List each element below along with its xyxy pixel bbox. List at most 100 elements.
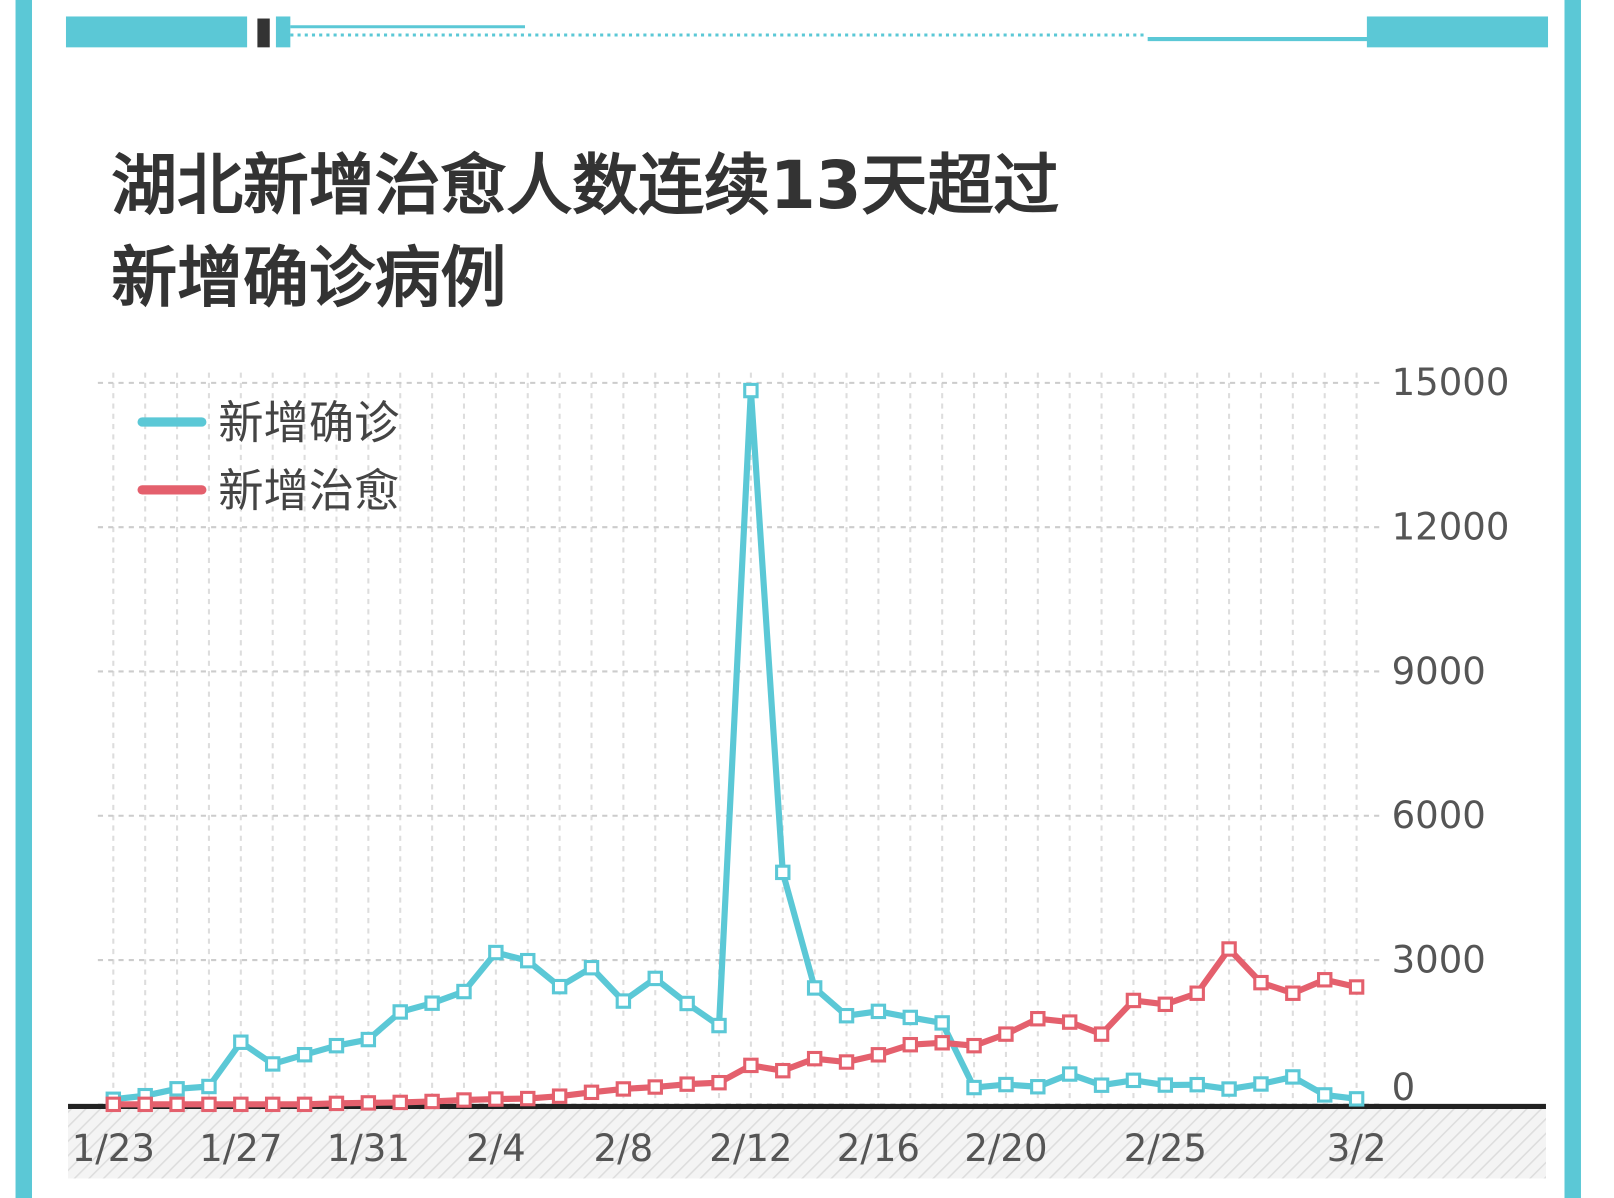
point-marker [264, 1096, 281, 1113]
point-marker [488, 944, 504, 961]
point-marker [615, 993, 632, 1009]
point-marker [1030, 1011, 1046, 1027]
point-marker [1093, 1026, 1110, 1042]
x-tick-label: 3/2 [1327, 1127, 1387, 1170]
point-marker [1093, 1077, 1110, 1093]
point-marker [392, 1094, 408, 1111]
point-marker [838, 1054, 855, 1070]
x-tick-label: 2/4 [466, 1127, 526, 1170]
point-marker [806, 980, 823, 996]
point-marker [711, 1074, 727, 1091]
point-marker [392, 1004, 408, 1020]
point-marker [456, 1092, 472, 1108]
frame-right [1564, 0, 1581, 1198]
point-marker [296, 1096, 313, 1113]
point-marker [1253, 1076, 1269, 1092]
x-tick-label: 2/8 [594, 1127, 654, 1170]
point-marker [647, 1079, 663, 1095]
point-marker [328, 1037, 345, 1054]
point-marker [233, 1034, 249, 1050]
point-marker [743, 382, 759, 399]
point-marker [775, 864, 791, 881]
series-line [113, 945, 1358, 1108]
point-marker [488, 1091, 504, 1107]
y-tick-label: 3000 [1392, 938, 1486, 981]
y-tick-label: 12000 [1392, 506, 1510, 549]
x-axis-band [68, 1106, 1546, 1179]
point-marker [679, 995, 695, 1012]
point-marker [1285, 985, 1301, 1001]
point-marker [551, 978, 568, 995]
point-marker [264, 1056, 281, 1072]
point-marker [456, 983, 472, 1000]
chart-title: 湖北新增治愈人数连续13天超过 [111, 147, 1059, 224]
point-marker [360, 1031, 377, 1048]
point-marker [1316, 1087, 1333, 1103]
y-tick-label: 6000 [1392, 794, 1486, 837]
point-marker [1157, 1077, 1174, 1093]
point-marker [870, 1047, 887, 1063]
point-marker [711, 1017, 727, 1034]
point-marker [201, 1096, 217, 1113]
legend-label: 新增治愈 [218, 464, 399, 517]
x-tick-label: 1/27 [199, 1127, 282, 1170]
point-marker [201, 1078, 217, 1095]
legend-label: 新增确诊 [218, 396, 399, 449]
point-marker [1253, 974, 1269, 991]
frame-left [15, 0, 33, 1198]
x-tick-label: 2/25 [1124, 1127, 1207, 1170]
x-tick-label: 2/12 [709, 1127, 792, 1170]
point-marker [360, 1095, 377, 1111]
point-marker [998, 1076, 1014, 1093]
point-marker [966, 1037, 982, 1054]
point-marker [169, 1081, 185, 1097]
point-marker [1221, 1081, 1237, 1097]
point-marker [1061, 1066, 1078, 1082]
point-marker [1348, 979, 1365, 995]
point-marker [424, 995, 440, 1011]
x-tick-label: 1/23 [72, 1127, 155, 1170]
point-marker [520, 1090, 536, 1107]
point-marker [296, 1046, 313, 1063]
point-marker [743, 1057, 759, 1074]
point-marker [934, 1035, 950, 1051]
point-marker [233, 1096, 249, 1113]
point-marker [934, 1015, 950, 1031]
point-marker [998, 1026, 1014, 1042]
point-marker [1285, 1069, 1301, 1085]
point-marker [328, 1095, 345, 1112]
x-tick-label: 1/31 [327, 1127, 410, 1170]
point-marker [105, 1096, 122, 1113]
point-marker [169, 1096, 185, 1113]
point-marker [615, 1081, 632, 1097]
point-marker [1348, 1091, 1365, 1107]
point-marker [838, 1007, 855, 1024]
point-marker [902, 1036, 919, 1053]
y-tick-label: 15000 [1392, 361, 1510, 404]
point-marker [551, 1088, 568, 1104]
point-marker [679, 1076, 695, 1092]
point-marker [583, 1084, 600, 1101]
point-marker [966, 1079, 982, 1096]
point-marker [870, 1003, 887, 1020]
point-marker [1189, 1076, 1205, 1093]
point-marker [1030, 1079, 1046, 1095]
point-marker [1125, 992, 1142, 1009]
point-marker [806, 1050, 823, 1067]
point-marker [520, 952, 536, 969]
point-marker [775, 1062, 791, 1079]
point-marker [1316, 972, 1333, 988]
point-marker [1221, 941, 1237, 957]
point-marker [424, 1093, 440, 1110]
point-marker [902, 1009, 919, 1026]
y-tick-label: 9000 [1392, 650, 1486, 693]
x-tick-label: 2/16 [837, 1127, 920, 1170]
header-decoration [65, 16, 1549, 48]
point-marker [647, 970, 663, 987]
x-tick-label: 2/20 [964, 1127, 1047, 1170]
point-marker [583, 959, 600, 976]
point-marker [1157, 996, 1174, 1013]
